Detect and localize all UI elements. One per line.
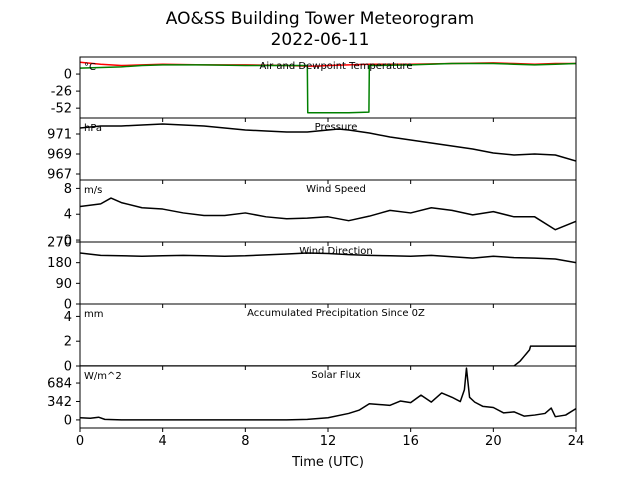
pressure-ytick-label-1: 969 [47,148,72,163]
precipitation-panel-title: Accumulated Precipitation Since 0Z [247,308,425,319]
wind_speed-series-line-0 [80,197,576,231]
x-axis-label: Time (UTC) [291,455,364,470]
xtick-label-5: 20 [485,434,502,449]
precipitation-ytick-label-1: 2 [64,335,72,350]
temperature-ytick-label-0: 0 [64,68,72,83]
solar_flux-ytick-label-2: 0 [64,413,72,428]
precipitation-ytick-label-0: 4 [64,310,72,325]
wind_direction-panel: 270 180 90 0 Wind Direction [47,236,577,313]
temperature-unit-label: °C [84,62,96,73]
pressure-series-line-0 [80,123,576,162]
xtick-label-2: 8 [241,434,249,449]
xtick-label-4: 16 [402,434,419,449]
wind_speed-unit-label: m/s [84,185,102,196]
solar_flux-series-line-0 [80,367,576,421]
x-axis: 0 4 8 12 16 20 24 [76,434,584,449]
wind_speed-ytick-label-2: 0 [64,234,72,249]
figure-title-line2: 2022-06-11 [271,30,370,50]
wind_direction-ytick-label-2: 90 [55,277,72,292]
temperature-series-line-1 [80,62,576,114]
solar_flux-ytick-label-0: 684 [47,377,72,392]
pressure-panel-title: Pressure [315,122,358,133]
pressure-unit-label: hPa [84,123,102,134]
temperature-panel-title: Air and Dewpoint Temperature [260,61,413,72]
pressure-ytick-label-2: 967 [47,168,72,183]
solar_flux-panel: 684 342 0 Solar Flux W/m^2 [47,365,577,432]
precipitation-ytick-label-2: 0 [64,360,72,375]
pressure-ytick-label-0: 971 [47,128,72,143]
xtick-label-3: 12 [320,434,337,449]
temperature-ytick-label-1: -26 [51,85,72,100]
temperature-ytick-label-2: -52 [51,102,72,117]
wind_speed-ytick-label-0: 8 [64,182,72,197]
wind_direction-ytick-label-3: 0 [64,298,72,313]
solar_flux-unit-label: W/m^2 [84,371,122,382]
wind_direction-panel-title: Wind Direction [299,246,373,257]
precipitation-panel: 4 2 0 Accumulated Precipitation Since 0Z mm [64,303,577,375]
solar_flux-ytick-label-1: 342 [47,395,72,410]
precipitation-unit-label: mm [84,309,103,320]
pressure-panel: 971 969 967 Pressure hPa [47,117,577,184]
temperature-panel: 0 -26 -52 Air and Dewpoint Temperature °C [51,56,577,122]
wind_direction-ytick-label-1: 180 [47,256,72,271]
wind_speed-ytick-label-1: 4 [64,208,72,223]
wind_direction-series-line-0 [80,252,576,264]
solar_flux-panel-title: Solar Flux [311,370,361,381]
wind_speed-panel: 8 4 0 Wind Speed m/s [64,179,577,249]
wind_speed-panel-title: Wind Speed [306,184,366,195]
figure-title-line1: AO&SS Building Tower Meteorogram [166,9,474,29]
xtick-label-1: 4 [159,434,167,449]
xtick-label-6: 24 [568,434,585,449]
wind_direction-ytick-label-0: 270 [47,236,72,251]
panels-group: 0 -26 -52 Air and Dewpoint Temperature °C 971… [47,56,577,432]
precipitation-series-line-0 [80,345,576,366]
xtick-label-0: 0 [76,434,84,449]
